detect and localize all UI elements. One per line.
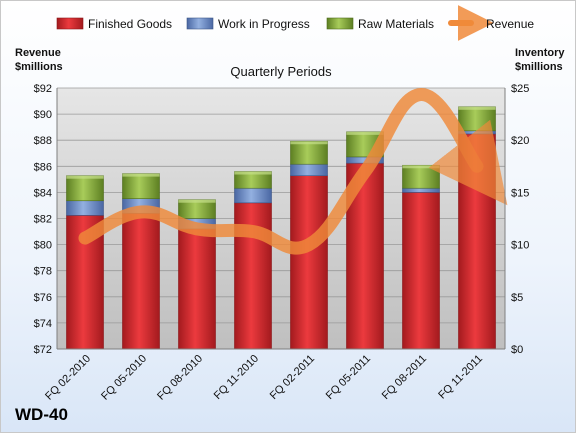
legend: Finished Goods Work in Progress Raw Mate… (56, 5, 534, 41)
x-tick-label: FQ 11-2010 (212, 353, 261, 402)
bar-top-cap (178, 199, 216, 203)
bar-raw-materials (402, 164, 440, 189)
left-tick-label: $86 (34, 161, 52, 173)
x-axis-ticks: FQ 02-2010 FQ 05-2010 FQ 08-2010 FQ 11-2010… (43, 353, 485, 403)
left-tick-label: $90 (34, 109, 52, 121)
x-tick-label: FQ 05-2011 (324, 353, 373, 402)
x-tick-label: FQ 02-2011 (268, 353, 317, 402)
x-tick-label: FQ 05-2010 (99, 353, 149, 403)
legend-swatch-work-in-progress (186, 17, 214, 30)
legend-label-work-in-progress: Work in Progress (218, 17, 310, 31)
bar-raw-materials (290, 140, 328, 165)
legend-item-work-in-progress: Work in Progress (186, 17, 310, 31)
bar-finished-goods (290, 175, 328, 350)
left-tick-label: $80 (34, 240, 52, 252)
legend-item-finished-goods: Finished Goods (56, 17, 172, 31)
bar-raw-materials (458, 106, 496, 132)
bar-raw-materials (66, 175, 104, 202)
left-tick-label: $76 (34, 292, 52, 304)
bar-top-cap (122, 173, 160, 177)
bar-finished-goods (178, 228, 216, 350)
bar-raw-materials (122, 173, 160, 199)
left-axis-title-line2: $millions (15, 61, 63, 73)
left-tick-label: $74 (34, 318, 52, 330)
legend-label-revenue: Revenue (486, 17, 534, 31)
right-axis-title-line2: $millions (515, 61, 563, 73)
right-tick-label: $0 (511, 344, 523, 356)
legend-item-revenue: Revenue (448, 5, 534, 41)
x-tick-label: FQ 08-2010 (155, 353, 205, 403)
legend-swatch-finished-goods (56, 17, 84, 30)
left-tick-label: $92 (34, 83, 52, 95)
left-tick-label: $82 (34, 214, 52, 226)
bar-finished-goods (402, 192, 440, 350)
company-name: WD-40 (15, 405, 68, 424)
right-tick-label: $20 (511, 135, 529, 147)
right-tick-label: $25 (511, 83, 529, 95)
right-axis-title-line1: Inventory (515, 47, 565, 59)
legend-swatch-raw-materials (326, 17, 354, 30)
x-tick-label: FQ 02-2010 (43, 353, 93, 403)
bar-top-cap (346, 131, 384, 135)
left-tick-label: $88 (34, 135, 52, 147)
bar-work-in-progress (290, 163, 328, 176)
bar-top-cap (66, 175, 104, 179)
bar-top-cap (234, 171, 272, 175)
left-axis-title-line1: Revenue (15, 47, 61, 59)
right-tick-label: $15 (511, 187, 529, 199)
x-tick-label: FQ 08-2011 (380, 353, 429, 402)
bar-top-cap (402, 165, 440, 169)
x-tick-label: FQ 11-2011 (436, 353, 485, 402)
right-axis-ticks: $0 $5 $10 $15 $20 $25 (511, 83, 529, 356)
bar-finished-goods (122, 212, 160, 350)
bar-top-cap (290, 141, 328, 145)
bar-work-in-progress (234, 187, 272, 204)
right-tick-label: $5 (511, 292, 523, 304)
legend-label-finished-goods: Finished Goods (88, 17, 172, 31)
right-tick-label: $10 (511, 240, 529, 252)
left-tick-label: $72 (34, 344, 52, 356)
left-tick-label: $78 (34, 266, 52, 278)
left-axis-ticks: $72 $74 $76 $78 $80 $82 $84 $86 $88 $90 $92 (34, 83, 52, 356)
bar-work-in-progress (402, 187, 440, 193)
revenue-line-path (78, 88, 508, 255)
bar-work-in-progress (66, 200, 104, 216)
chart-subtitle: Quarterly Periods (230, 64, 332, 79)
revenue-line (78, 88, 508, 255)
bar-top-cap (458, 106, 496, 110)
legend-item-raw-materials: Raw Materials (326, 17, 434, 31)
left-tick-label: $84 (34, 187, 52, 199)
legend-label-raw-materials: Raw Materials (358, 17, 434, 31)
